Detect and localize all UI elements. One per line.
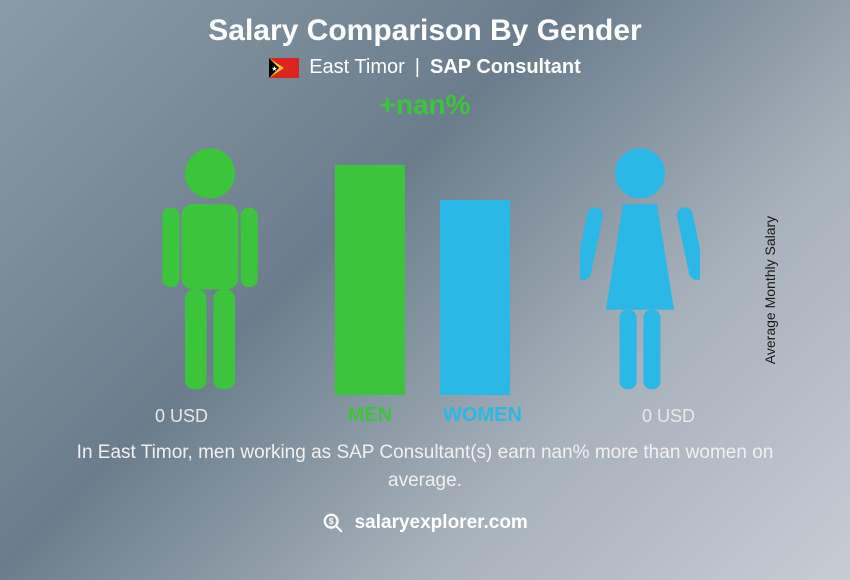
y-axis-label: Average Monthly Salary xyxy=(762,216,778,364)
woman-icon xyxy=(580,145,700,395)
footer-site: salaryexplorer.com xyxy=(355,512,528,533)
subtitle-country: East Timor xyxy=(309,56,405,79)
page-title: Salary Comparison By Gender xyxy=(0,0,850,48)
bar-men xyxy=(335,165,405,395)
man-icon xyxy=(150,145,270,395)
subtitle-role: SAP Consultant xyxy=(430,56,581,79)
value-men: 0 USD xyxy=(155,406,208,427)
bar-women xyxy=(440,200,510,395)
chart-area: 0 USD MEN WOMEN 0 USD xyxy=(0,125,850,435)
svg-text:$: $ xyxy=(329,517,334,526)
footer: $ salaryexplorer.com xyxy=(0,512,850,534)
label-men: MEN xyxy=(335,404,405,427)
subtitle-divider: | xyxy=(415,56,420,79)
label-women: WOMEN xyxy=(440,404,525,427)
summary-text: In East Timor, men working as SAP Consul… xyxy=(0,439,850,494)
magnifier-icon: $ xyxy=(322,512,344,534)
flag-icon: ★ xyxy=(269,58,299,78)
subtitle-row: ★ East Timor | SAP Consultant xyxy=(0,56,850,79)
difference-percent: +nan% xyxy=(0,89,850,121)
value-women: 0 USD xyxy=(642,406,695,427)
